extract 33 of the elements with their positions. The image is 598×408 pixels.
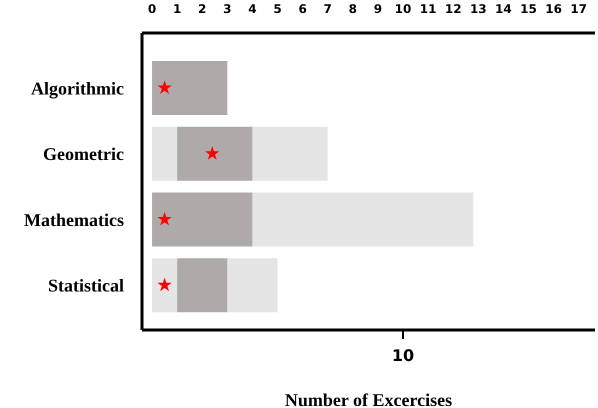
x-tick-label: 6 — [298, 2, 307, 16]
bar — [152, 192, 252, 246]
bar — [252, 126, 328, 181]
x-tick-label: 11 — [420, 2, 436, 16]
y-tick-label: Mathematics — [24, 210, 124, 230]
x-tick-label: 17 — [570, 2, 588, 16]
y-tick-label: Statistical — [48, 276, 124, 296]
x-tick-label: 1 — [172, 2, 182, 16]
bar — [152, 126, 178, 181]
x-tick-label: 9 — [374, 2, 382, 16]
x-axis-title: Number of Excercises — [284, 390, 452, 408]
x-tick-label: 12 — [444, 2, 462, 16]
y-tick-label: Geometric — [43, 144, 124, 164]
bar — [227, 258, 278, 312]
x-tick-label: 3 — [223, 2, 232, 16]
x-tick-label: 4 — [248, 2, 257, 16]
y-tick-label: Algorithmic — [31, 78, 124, 98]
bar — [252, 192, 474, 246]
x-tick-label: 0 — [148, 2, 156, 16]
x-tick-label: 16 — [545, 2, 562, 16]
bar — [152, 258, 178, 312]
x-tick-label: 14 — [495, 2, 512, 16]
x-tick-label: 13 — [470, 2, 487, 16]
bar — [177, 258, 228, 312]
x-tick-label: 8 — [348, 2, 357, 16]
bar — [152, 61, 228, 115]
x-tick-label: 10 — [394, 2, 412, 16]
x-tick-label: 5 — [273, 2, 282, 16]
bar — [177, 126, 252, 181]
x-tick-label: 15 — [520, 2, 537, 16]
x-tick-label: 2 — [198, 2, 206, 16]
text: 10 — [390, 346, 416, 365]
x-tick-label: 7 — [324, 2, 332, 16]
